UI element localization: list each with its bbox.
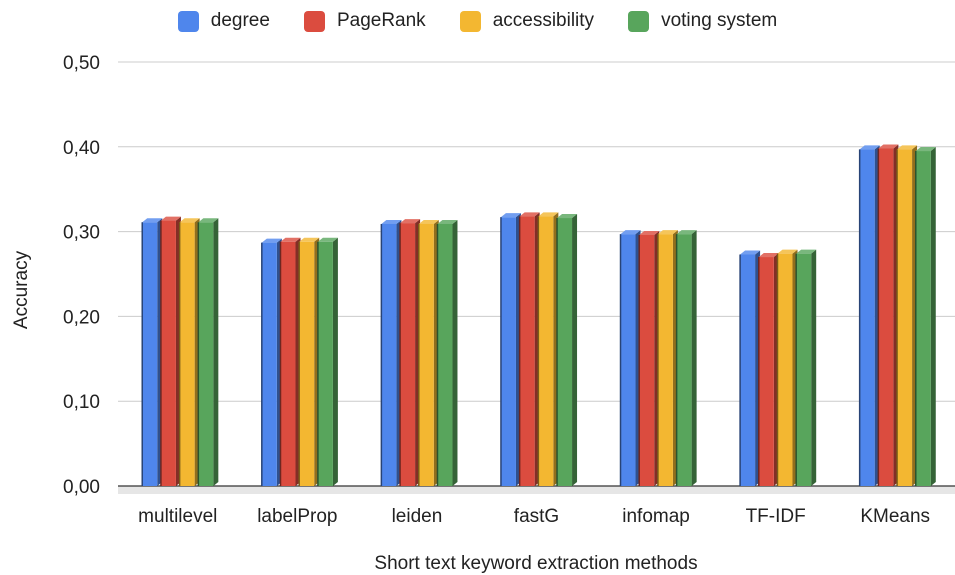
bar — [500, 217, 516, 486]
bar — [317, 241, 333, 486]
bar-top — [160, 216, 181, 221]
plot-floor — [118, 486, 955, 494]
legend-label-degree: degree — [210, 10, 270, 31]
bar — [261, 242, 277, 486]
bar-top — [261, 238, 282, 243]
bar — [179, 222, 195, 486]
bar-top — [437, 219, 458, 224]
y-tick-label: 0,20 — [63, 307, 100, 328]
bar-top — [859, 145, 880, 150]
legend-item-voting-system[interactable]: voting system — [628, 10, 777, 32]
bar-top — [381, 219, 402, 224]
bar-top — [676, 230, 697, 235]
bar-top — [796, 249, 817, 254]
legend-swatch-pagerank — [303, 10, 325, 32]
x-tick-label: TF-IDF — [746, 506, 806, 527]
bar — [418, 223, 434, 486]
bar-side — [213, 218, 219, 486]
y-tick-label: 0,10 — [63, 392, 100, 413]
legend-label-pagerank: PageRank — [336, 10, 426, 31]
legend-label-voting-system: voting system — [661, 10, 778, 31]
bar-top — [400, 219, 421, 224]
bar — [878, 148, 894, 486]
bar — [777, 253, 793, 486]
bar — [299, 241, 315, 486]
legend: degree PageRank accessibility voting sys… — [0, 8, 955, 34]
bar — [859, 149, 875, 486]
x-tick-label: multilevel — [138, 506, 217, 527]
x-tick-label: infomap — [622, 506, 690, 527]
bar — [437, 223, 453, 486]
x-tick-label: fastG — [514, 506, 559, 527]
legend-item-accessibility[interactable]: accessibility — [459, 10, 595, 32]
bar — [400, 223, 416, 486]
bar-top — [758, 253, 779, 258]
bar-top — [538, 212, 559, 217]
bar-side — [572, 214, 578, 487]
bar-top — [620, 230, 641, 235]
x-tick-label: leiden — [392, 506, 443, 527]
bar — [796, 253, 812, 486]
bar — [519, 216, 535, 486]
bar — [657, 234, 673, 486]
bar-top — [897, 145, 918, 150]
bar-top — [500, 213, 521, 218]
y-axis-title: Accuracy — [11, 250, 32, 330]
bar-top — [519, 212, 540, 217]
bar-top — [418, 219, 439, 224]
bar — [676, 234, 692, 486]
bar-top — [777, 249, 798, 254]
x-tick-label: labelProp — [257, 506, 337, 527]
bar-top — [878, 144, 899, 149]
legend-label-accessibility: accessibility — [492, 10, 595, 31]
bar-top — [740, 250, 761, 255]
legend-item-pagerank[interactable]: PageRank — [303, 10, 426, 32]
bar — [915, 151, 931, 487]
bar-top — [557, 214, 578, 219]
bar-top — [142, 218, 163, 223]
legend-swatch-voting-system — [628, 10, 650, 32]
y-tick-label: 0,00 — [63, 477, 100, 498]
bar-side — [332, 237, 338, 486]
bar-side — [691, 230, 697, 486]
bar-side — [811, 249, 817, 486]
bar — [639, 234, 655, 486]
legend-item-degree[interactable]: degree — [177, 10, 270, 32]
x-axis-title: Short text keyword extraction methods — [374, 553, 698, 574]
bar-top — [299, 237, 320, 242]
bar — [557, 218, 573, 487]
bar-top — [657, 230, 678, 235]
y-tick-label: 0,40 — [63, 138, 100, 159]
bar — [381, 223, 397, 486]
bar — [160, 220, 176, 487]
legend-swatch-degree — [177, 10, 199, 32]
bar — [538, 216, 554, 486]
bar-top — [639, 230, 660, 235]
bar-top — [317, 237, 338, 242]
bar — [280, 241, 296, 486]
y-tick-label: 0,30 — [63, 223, 100, 244]
bar — [758, 257, 774, 486]
y-tick-label: 0,50 — [63, 53, 100, 74]
bar — [198, 222, 214, 486]
bar — [740, 254, 756, 486]
bar-top — [179, 218, 200, 223]
bar-side — [452, 219, 458, 486]
x-tick-label: KMeans — [860, 506, 930, 527]
bar-top — [280, 237, 301, 242]
bar — [142, 222, 158, 486]
bar — [620, 234, 636, 486]
legend-swatch-accessibility — [459, 10, 481, 32]
bar-top — [915, 147, 936, 152]
bar-side — [930, 147, 936, 487]
bar — [897, 149, 913, 486]
bar-top — [198, 218, 219, 223]
